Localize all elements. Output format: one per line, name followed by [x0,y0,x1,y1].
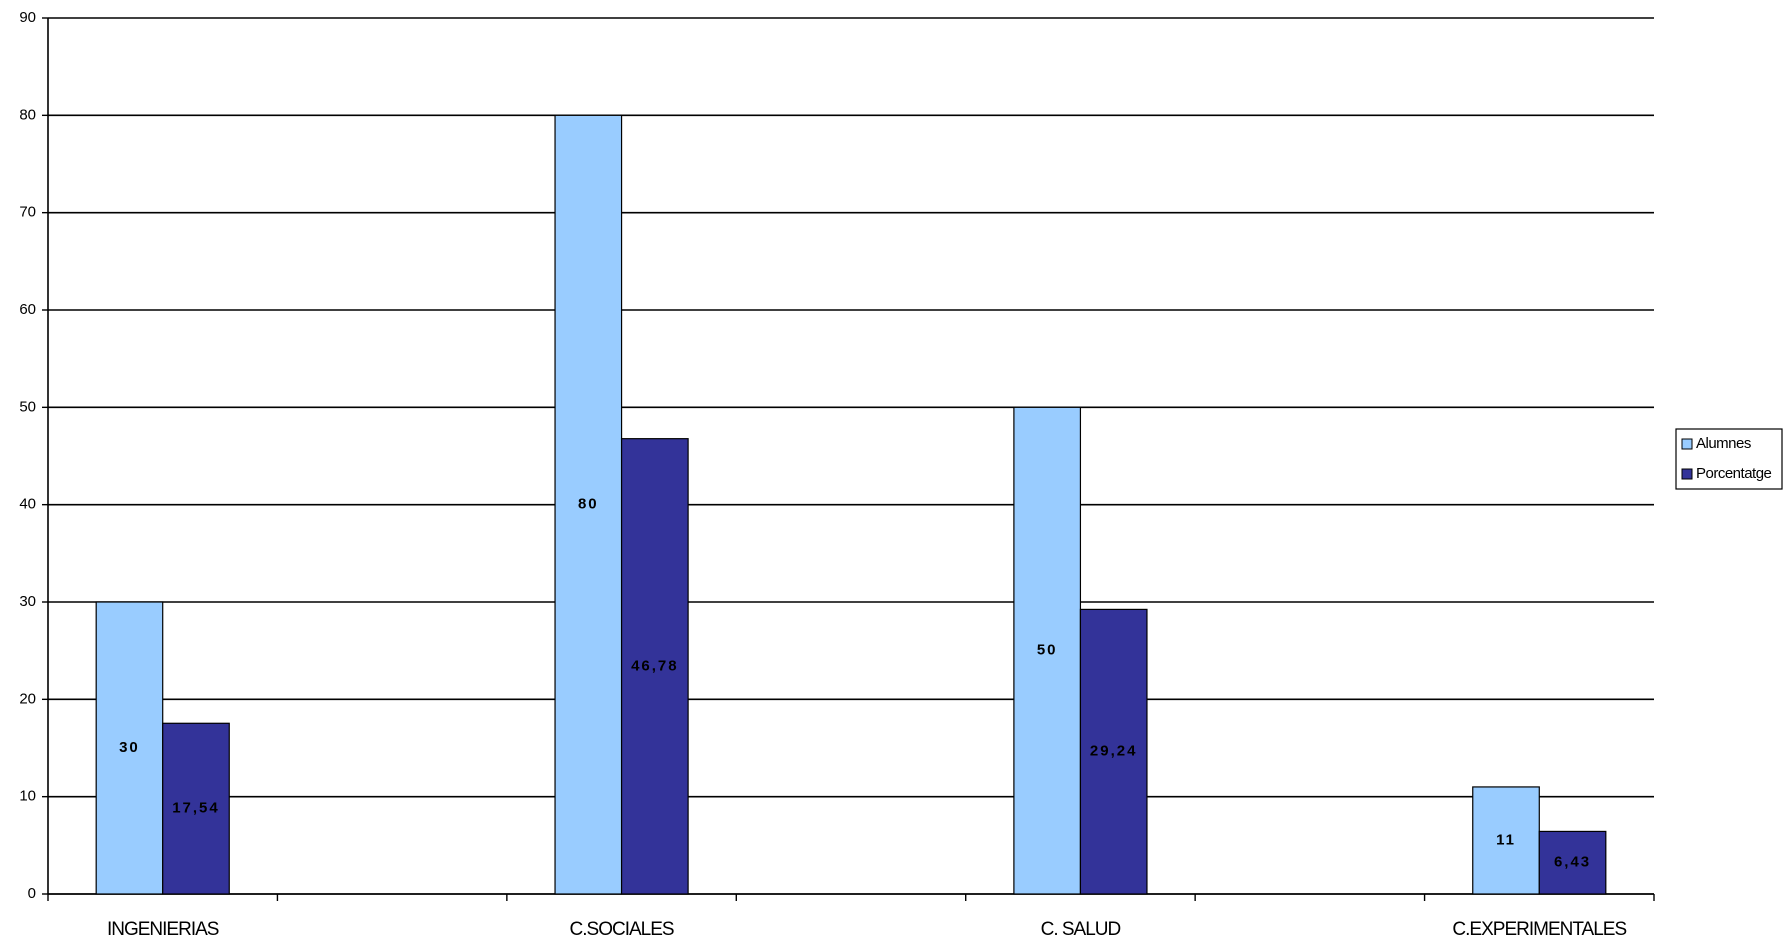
bar [1013,406,1082,895]
value-label: 29,24 [1090,743,1138,760]
bar [162,722,230,895]
x-tick-label: C.SOCIALES [570,919,674,940]
bar [1079,608,1148,895]
y-tick-label: 60 [19,301,36,318]
bar [554,114,623,895]
value-label: 17,54 [172,800,220,817]
legend-label: Porcentatge [1696,465,1772,482]
y-tick-label: 90 [19,9,36,26]
legend-label: Alumnes [1696,435,1751,452]
value-label: 11 [1496,831,1516,848]
y-tick-label: 80 [19,106,36,123]
legend-box [1675,428,1783,490]
legend-swatch [1681,438,1693,450]
x-tick-label: C. SALUD [1041,919,1121,940]
y-tick-label: 70 [19,204,36,221]
value-label: 6,43 [1554,854,1591,871]
y-tick-label: 30 [19,593,36,610]
x-tick-label: C.EXPERIMENTALES [1452,919,1626,940]
bar [1472,786,1540,895]
value-label: 80 [578,496,599,513]
y-tick-label: 40 [19,496,36,513]
legend-swatch [1681,468,1693,480]
bar [1538,830,1607,895]
x-tick-label: INGENIERIAS [107,919,219,940]
y-tick-label: 10 [19,788,36,805]
bar [620,438,689,895]
y-tick-label: 50 [19,398,36,415]
y-tick-label: 20 [19,690,36,707]
value-label: 50 [1037,642,1058,659]
y-tick-label: 0 [28,885,36,902]
value-label: 30 [119,739,140,756]
value-label: 46,78 [631,657,679,674]
